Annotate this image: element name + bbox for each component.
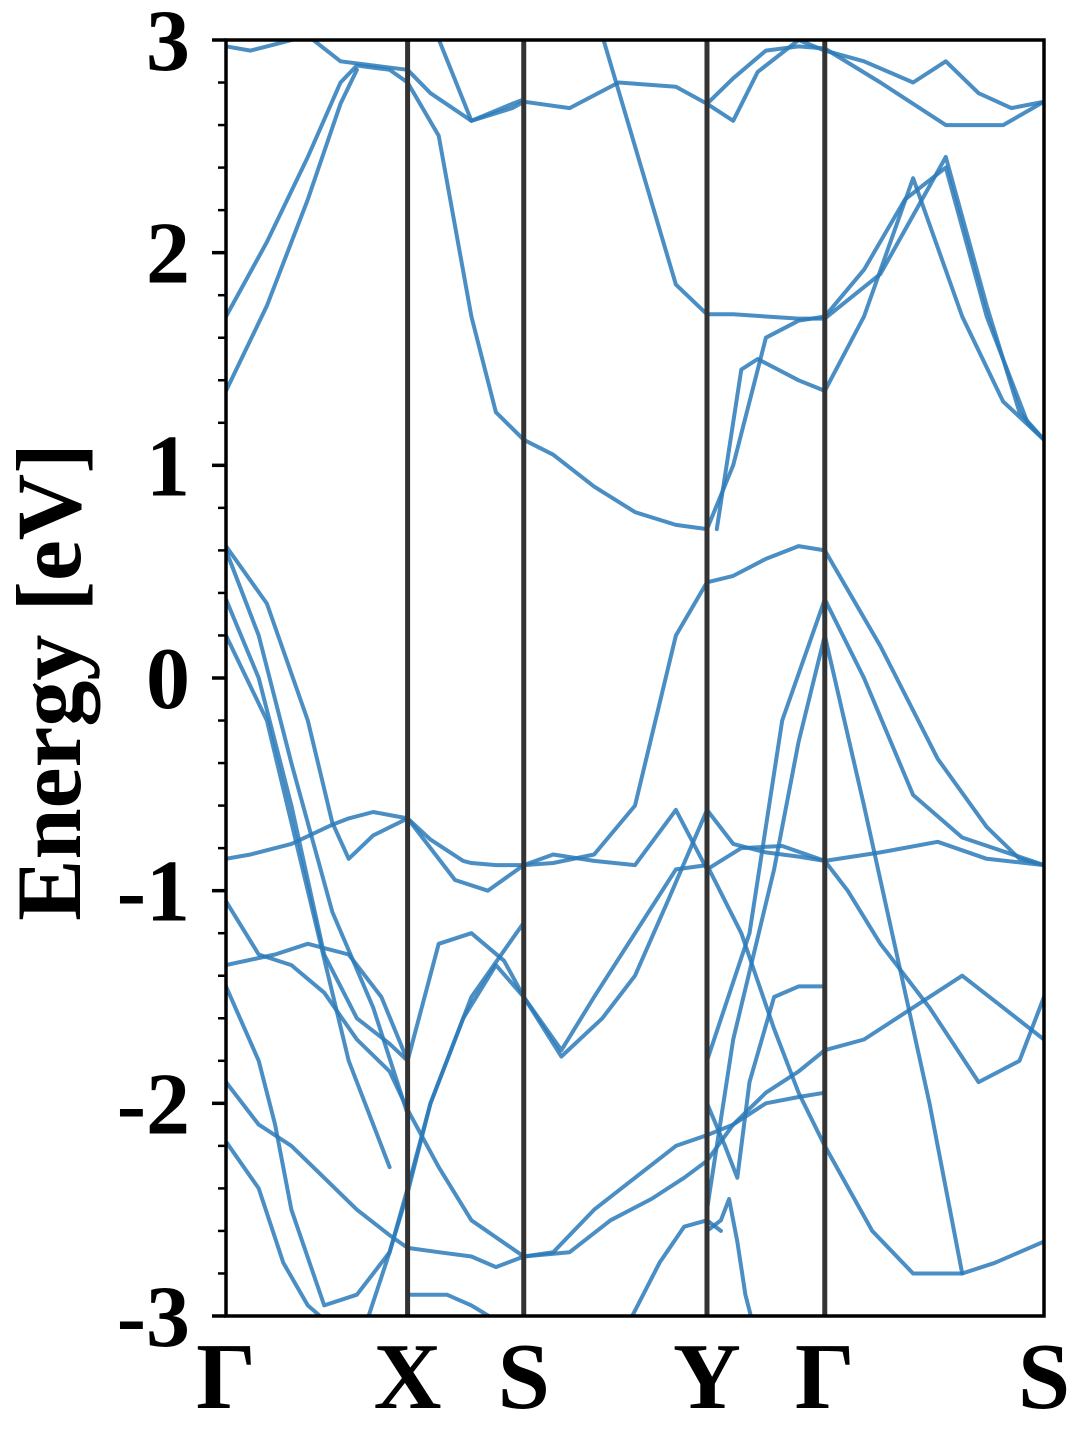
- y-tick-label: 2: [146, 206, 190, 303]
- band-line-15: [226, 548, 410, 1116]
- x-tick-label-6: S: [1018, 1325, 1070, 1429]
- plot-frame: [224, 38, 1046, 1318]
- band-line-17: [226, 633, 392, 1170]
- band-line-12: [601, 40, 1044, 442]
- band-line-10: [226, 67, 359, 393]
- high-symmetry-lines: [405, 40, 828, 1316]
- band-line-3: [226, 863, 1044, 1276]
- y-tick-label: -1: [117, 844, 190, 941]
- band-line-21: [705, 1197, 753, 1316]
- band-line-14: [714, 176, 1044, 532]
- band-line-18: [705, 597, 1044, 1063]
- band-lines: [226, 40, 1044, 1316]
- band-line-23: [366, 920, 526, 1316]
- band-line-4: [226, 899, 1044, 1259]
- band-line-24: [408, 1292, 493, 1316]
- x-tick-label-1: Γ: [196, 1325, 256, 1429]
- y-tick-label: 3: [146, 0, 190, 90]
- band-line-9: [226, 63, 1044, 532]
- band-line-2: [226, 544, 1044, 893]
- y-axis-title: Energy [eV]: [0, 443, 100, 921]
- y-tick-label: 1: [146, 418, 190, 515]
- band-line-5: [226, 1080, 827, 1270]
- y-tick-label: -2: [117, 1056, 190, 1153]
- y-axis-ticks: 3 2 1 0 -1 -2 -3: [117, 0, 226, 1366]
- y-tick-label: -3: [117, 1269, 190, 1366]
- x-tick-label-5: Γ: [795, 1325, 855, 1429]
- y-tick-label: 0: [146, 631, 190, 728]
- band-line-1: [226, 544, 1044, 868]
- band-line-7: [226, 807, 1044, 1308]
- band-line-6: [226, 1139, 324, 1316]
- band-line-13: [705, 40, 1044, 123]
- band-line-20: [705, 984, 827, 1180]
- x-tick-label-3: S: [498, 1325, 550, 1429]
- band-line-22: [629, 1218, 723, 1316]
- band-line-8: [226, 40, 526, 123]
- band-line-11: [436, 40, 1044, 128]
- x-tick-label-4: Y: [673, 1325, 741, 1429]
- x-tick-label-2: X: [374, 1325, 442, 1429]
